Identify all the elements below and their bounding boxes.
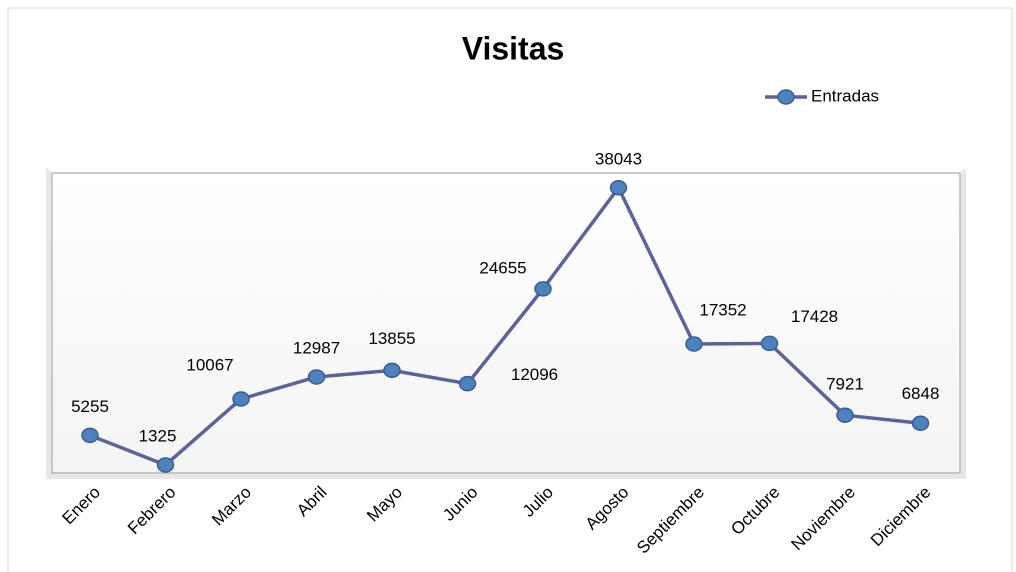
- point: [534, 281, 552, 297]
- point: [685, 336, 703, 352]
- legend: Entradas: [765, 86, 879, 105]
- legend-marker: [777, 89, 795, 105]
- plot-area: [51, 172, 961, 474]
- data-label: 5255: [71, 397, 109, 416]
- data-label: 17352: [699, 300, 746, 319]
- data-label: 24655: [479, 258, 526, 277]
- data-label: 10067: [186, 355, 233, 374]
- data-label: 17428: [791, 307, 838, 326]
- data-label: 38043: [595, 149, 642, 168]
- data-label: 6848: [902, 384, 940, 403]
- point: [458, 375, 477, 392]
- series-line: [89, 186, 921, 467]
- data-label: 1325: [139, 426, 177, 445]
- point: [836, 407, 854, 423]
- point: [609, 180, 628, 196]
- data-label: 12096: [511, 365, 558, 384]
- data-label: 13855: [368, 329, 415, 348]
- point: [383, 362, 401, 379]
- point: [760, 335, 779, 352]
- chart-title: Visitas: [462, 30, 565, 66]
- point: [81, 427, 99, 444]
- data-label: 7921: [826, 375, 864, 394]
- point: [307, 369, 326, 385]
- point: [911, 415, 930, 432]
- data-label: 12987: [293, 338, 340, 357]
- legend-label: Entradas: [811, 86, 879, 105]
- point: [232, 391, 250, 407]
- point: [156, 457, 175, 473]
